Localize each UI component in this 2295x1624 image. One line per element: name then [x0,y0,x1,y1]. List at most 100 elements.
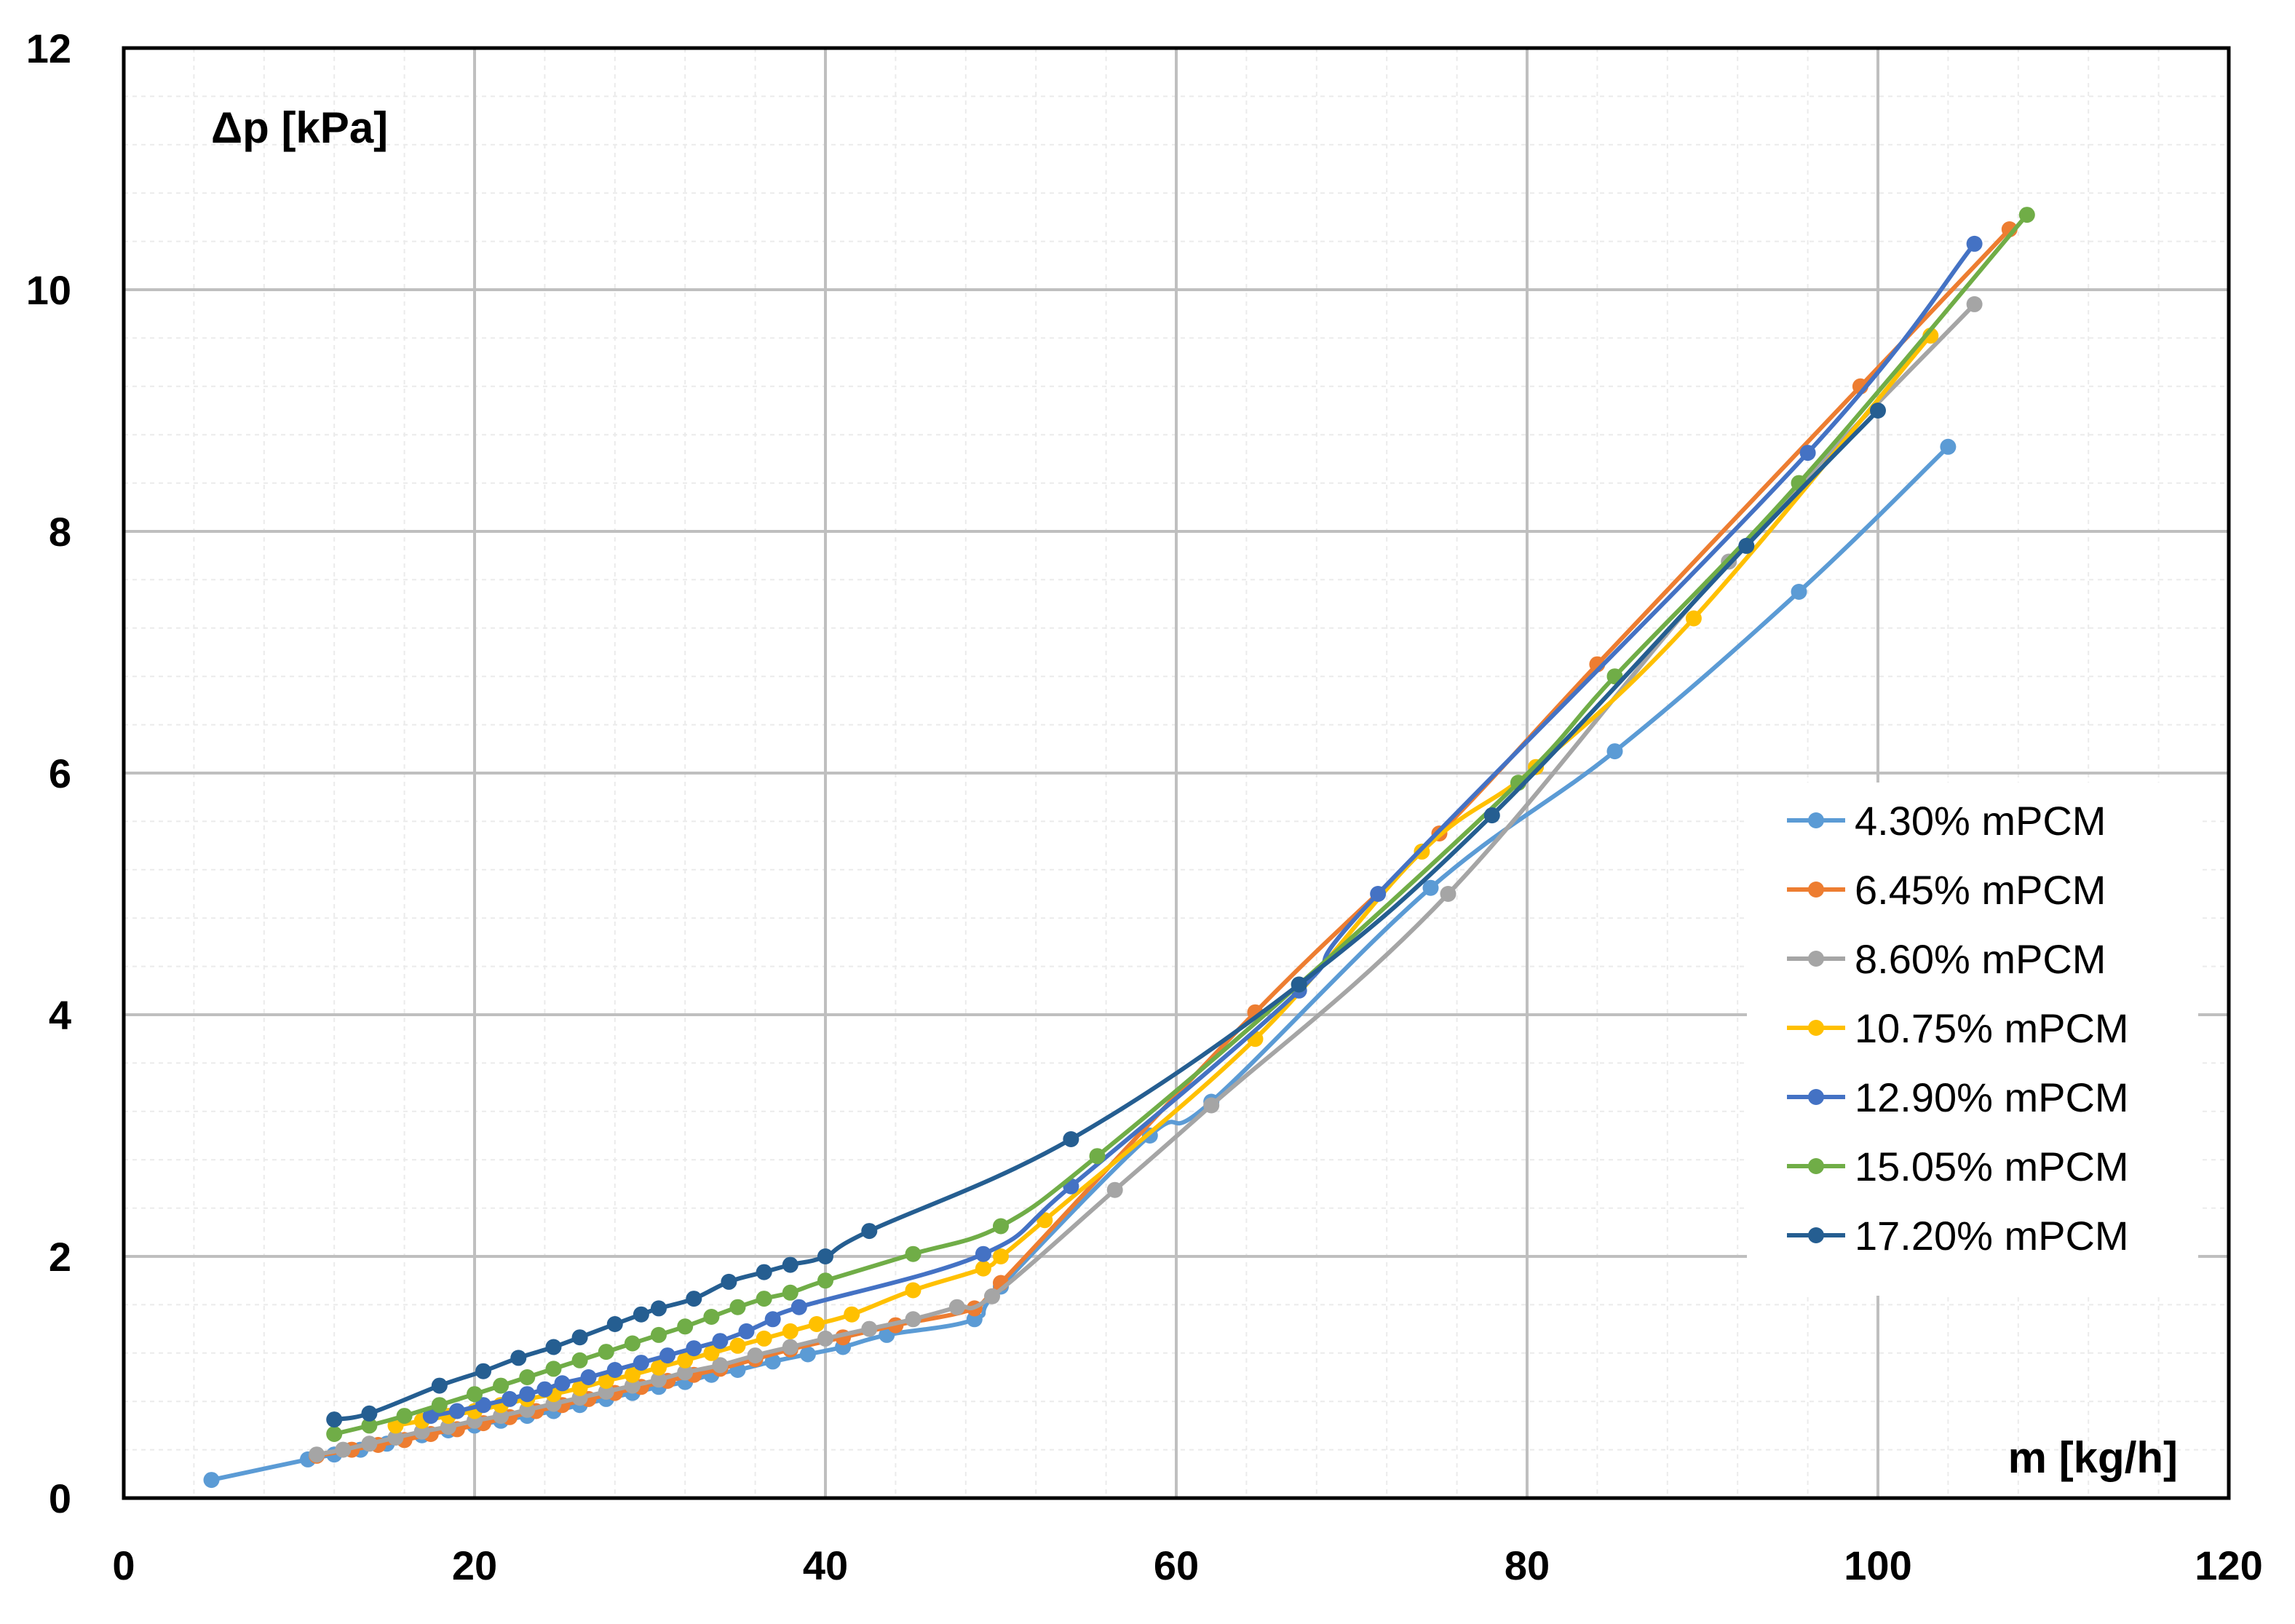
y-tick-label: 12 [26,25,71,71]
series-3-point [309,1446,325,1463]
series-6-point [361,1417,378,1434]
legend-label: 17.20% mPCM [1855,1213,2129,1259]
x-tick-label: 0 [112,1542,135,1588]
series-5-point [975,1245,991,1262]
legend-item-7: 17.20% mPCM [1787,1213,2129,1259]
series-6-point [467,1386,483,1403]
x-tick-label: 40 [803,1542,848,1588]
legend-label: 15.05% mPCM [1855,1144,2129,1189]
series-7-point [782,1256,798,1273]
series-4-point [624,1366,641,1383]
series-6-point [431,1397,448,1414]
series-4-point [905,1282,921,1299]
series-3-point [782,1339,798,1355]
series-5-point [475,1397,491,1414]
series-7 [326,403,1886,1428]
series-5-point [536,1381,553,1398]
series-1-point [1791,584,1807,600]
series-7-point [545,1339,562,1355]
series-5-point [1370,886,1387,902]
series-4-point [993,1248,1009,1264]
series-5-point [502,1390,518,1407]
series-3-line [314,301,1977,1457]
series-4-point [703,1344,720,1361]
series-5-point [738,1323,755,1339]
series-6-point [326,1426,343,1442]
series-7-point [721,1273,737,1290]
series-7-point [633,1306,649,1323]
series-6-point [493,1377,510,1394]
legend-item-2: 6.45% mPCM [1787,867,2106,913]
legend-item-4: 10.75% mPCM [1787,1005,2129,1051]
series-5-point [448,1403,465,1419]
series-6-point [756,1291,772,1307]
x-tick-label: 20 [452,1542,497,1588]
series-3 [309,296,1983,1463]
series-4-point [677,1352,694,1368]
series-5-point [1799,445,1816,462]
series-4-point [844,1306,860,1323]
series-6-point [703,1309,720,1325]
series-7-point [510,1350,527,1366]
series-6-point [571,1352,588,1368]
series-6-point [396,1408,413,1425]
series-6-point [598,1344,614,1360]
series-7-point [1870,403,1886,419]
series-7-point [431,1377,448,1394]
series-5-point [580,1369,597,1385]
legend-swatch-marker [1808,882,1824,898]
series-5 [422,235,1983,1425]
series-6-point [2018,207,2035,223]
legend-label: 8.60% mPCM [1855,936,2106,982]
legend-label: 10.75% mPCM [1855,1005,2129,1051]
series-4 [387,328,1939,1434]
series-7-point [756,1264,772,1280]
series-3-point [677,1364,694,1381]
series-4-point [756,1330,772,1347]
series-5-point [519,1386,536,1403]
series-7-point [1738,537,1755,554]
series-7-point [817,1248,833,1264]
series-7-point [361,1405,378,1422]
series-3-point [712,1357,729,1374]
series-3-point [1203,1097,1220,1114]
series-6-point [782,1284,798,1301]
series-6-point [624,1335,641,1352]
series-3-point [747,1347,764,1364]
x-tick-label: 80 [1505,1542,1550,1588]
series-5-point [1966,235,1983,252]
series-6-point [1089,1148,1106,1165]
legend: 4.30% mPCM 6.45% mPCM 8.60% mPCM 10.75% mPC… [1747,783,2198,1296]
series-4-point [598,1373,614,1389]
series-7-point [606,1316,623,1332]
series-3-point [817,1330,833,1347]
series-3-point [984,1288,1000,1304]
series-3-point [651,1371,667,1388]
legend-item-1: 4.30% mPCM [1787,798,2106,844]
series-layer [203,207,2035,1489]
legend-swatch-marker [1808,1089,1824,1105]
y-axis-title: Δp [kPa] [211,103,388,152]
series-4-point [782,1323,798,1339]
series-5-point [686,1340,702,1357]
legend-swatch-marker [1808,1227,1824,1243]
series-1-point [1940,438,1957,455]
series-6-point [519,1369,536,1385]
legend-swatch-marker [1808,951,1824,967]
series-5-point [790,1299,807,1315]
series-6-point [677,1318,694,1335]
series-6-point [905,1245,921,1262]
series-7-point [651,1300,667,1317]
series-1-point [799,1346,816,1363]
series-4-point [651,1359,667,1376]
series-6-point [651,1326,667,1343]
series-4-point [1685,610,1702,627]
y-tick-label: 2 [49,1234,71,1280]
series-7-point [1063,1131,1079,1147]
y-tick-label: 10 [26,267,71,313]
series-1-point [1606,743,1623,760]
series-5-point [554,1375,571,1392]
series-7-point [861,1223,878,1240]
legend-item-6: 15.05% mPCM [1787,1144,2129,1189]
